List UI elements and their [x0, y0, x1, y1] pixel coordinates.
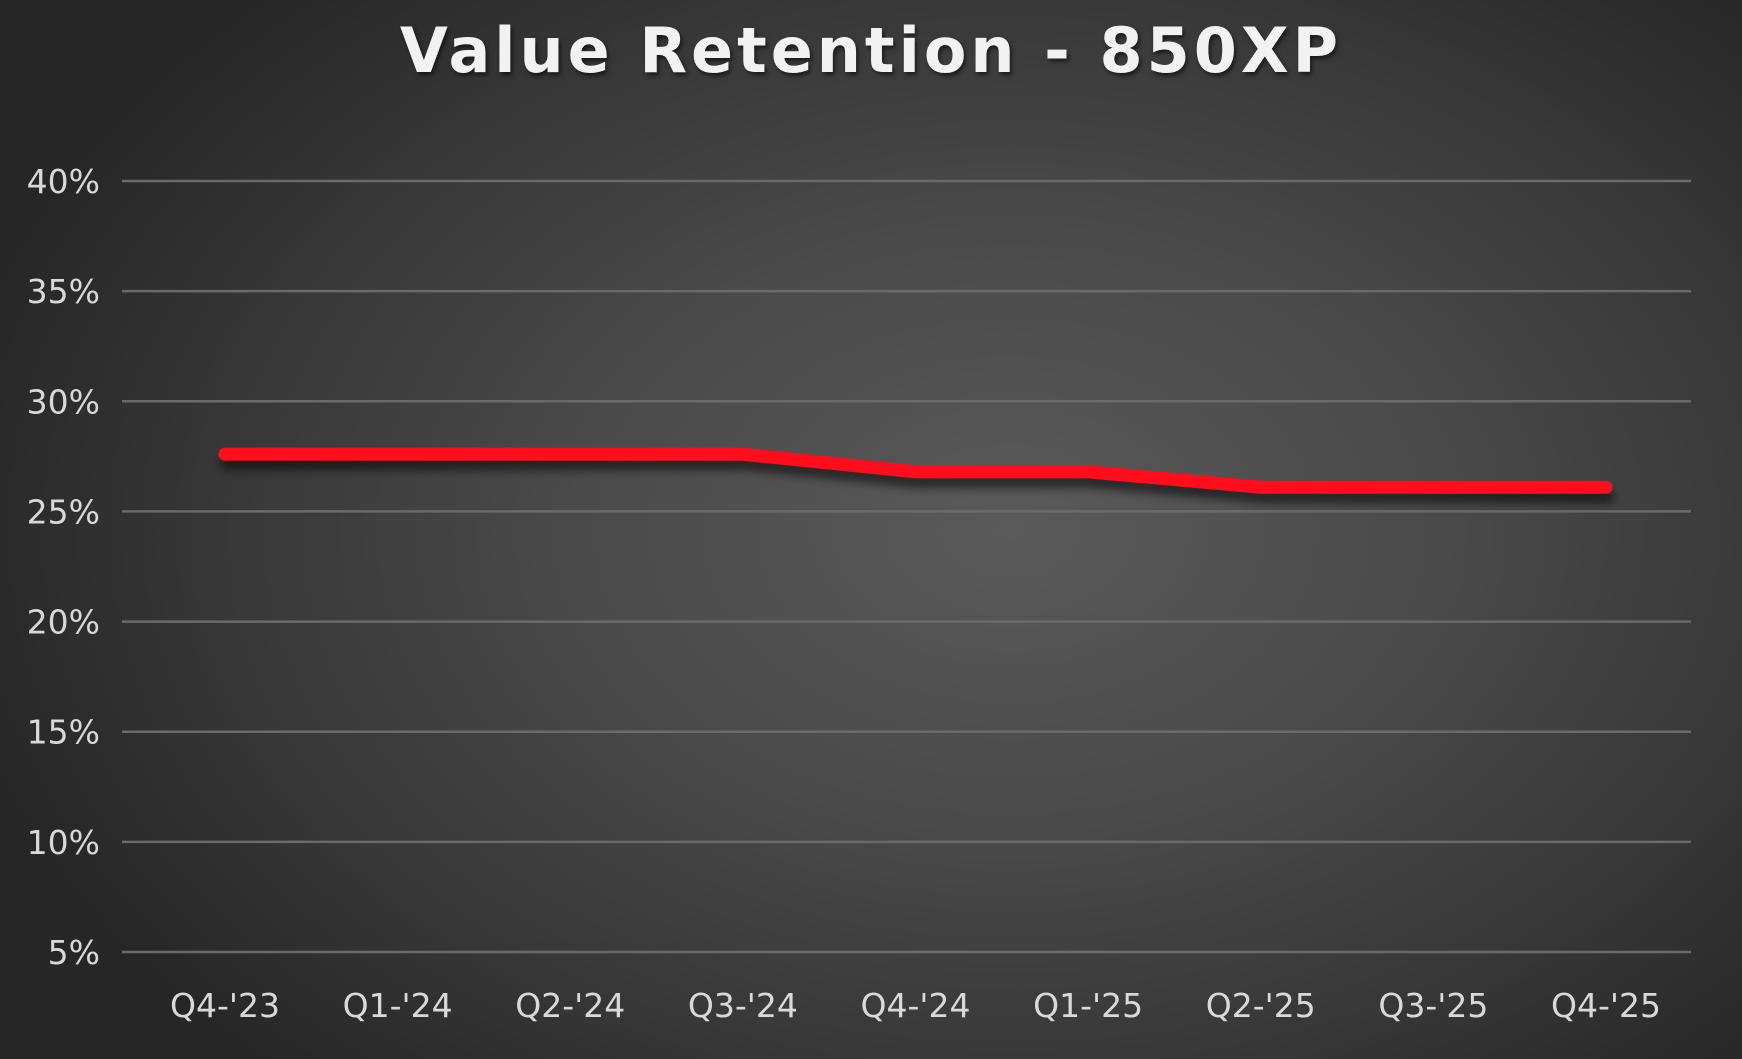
x-tick-label: Q4-'23 [170, 986, 280, 1025]
x-tick-label: Q2-'24 [515, 986, 625, 1025]
x-axis: Q4-'23 Q1-'24 Q2-'24 Q3-'24 Q4-'24 Q1-'25 Q2-'… [170, 986, 1661, 1025]
x-tick-label: Q3-'24 [688, 986, 798, 1025]
x-tick-label: Q1-'24 [343, 986, 453, 1025]
y-tick-label: 15% [27, 713, 100, 752]
y-tick-label: 25% [27, 492, 100, 531]
gridlines [122, 179, 1691, 954]
y-tick-label: 10% [27, 823, 100, 862]
y-tick-label: 35% [27, 272, 100, 311]
x-tick-label: Q3-'25 [1378, 986, 1488, 1025]
y-axis: 40% 35% 30% 25% 20% 15% 10% 5% [27, 162, 100, 972]
x-tick-label: Q4-'24 [861, 986, 971, 1025]
y-tick-label: 5% [48, 933, 100, 972]
chart-title: Value Retention - 850XP [399, 14, 1343, 87]
x-tick-label: Q2-'25 [1206, 986, 1316, 1025]
x-tick-label: Q1-'25 [1033, 986, 1143, 1025]
data-series [218, 447, 1613, 494]
y-tick-label: 30% [27, 382, 100, 421]
y-tick-label: 40% [27, 162, 100, 201]
series-line-850xp [218, 447, 1613, 494]
y-tick-label: 20% [27, 603, 100, 642]
x-tick-label: Q4-'25 [1551, 986, 1661, 1025]
